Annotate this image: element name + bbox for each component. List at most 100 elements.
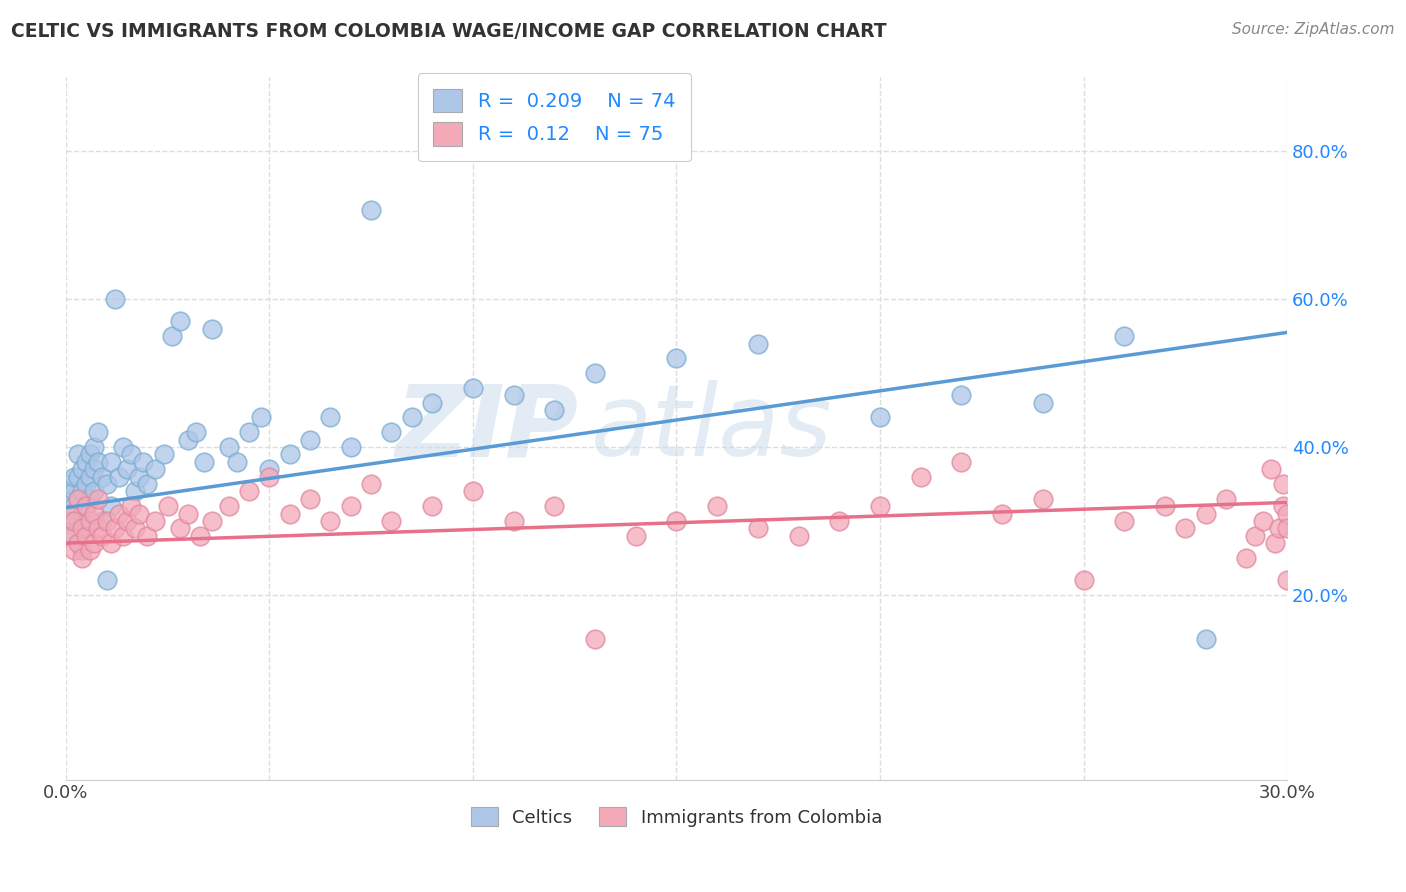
Point [420, 395, 443, 409]
Point [706, 499, 728, 513]
Point [63, 484, 86, 499]
Point [96, 514, 118, 528]
Point [278, 447, 301, 461]
Point [120, 447, 142, 461]
Point [59, 477, 82, 491]
Point [63, 514, 86, 528]
Point [70, 462, 93, 476]
Point [59, 514, 82, 528]
Point [250, 410, 273, 425]
Point [70, 507, 93, 521]
Point [66, 447, 89, 461]
Point [218, 440, 240, 454]
Point [100, 536, 122, 550]
Point [63, 543, 86, 558]
Point [225, 455, 247, 469]
Point [75, 499, 97, 513]
Point [665, 351, 688, 366]
Point [79, 469, 101, 483]
Point [299, 491, 322, 506]
Point [665, 514, 688, 528]
Point [461, 381, 484, 395]
Point [79, 491, 101, 506]
Point [96, 477, 118, 491]
Point [96, 573, 118, 587]
Point [193, 455, 215, 469]
Point [66, 514, 89, 528]
Point [128, 507, 150, 521]
Point [360, 477, 382, 491]
Point [401, 410, 423, 425]
Point [1195, 632, 1218, 647]
Point [156, 499, 179, 513]
Point [70, 543, 93, 558]
Point [107, 507, 129, 521]
Point [91, 469, 114, 483]
Point [950, 455, 973, 469]
Point [177, 433, 200, 447]
Point [145, 514, 167, 528]
Point [111, 529, 134, 543]
Point [188, 529, 211, 543]
Point [461, 484, 484, 499]
Point [828, 514, 851, 528]
Point [502, 514, 524, 528]
Point [120, 499, 142, 513]
Point [1073, 573, 1095, 587]
Point [70, 550, 93, 565]
Point [83, 536, 105, 550]
Point [1272, 477, 1295, 491]
Point [63, 529, 86, 543]
Point [1275, 573, 1298, 587]
Point [87, 521, 110, 535]
Point [107, 469, 129, 483]
Point [91, 514, 114, 528]
Point [1272, 499, 1295, 513]
Point [259, 462, 281, 476]
Point [75, 455, 97, 469]
Point [100, 455, 122, 469]
Point [136, 477, 159, 491]
Point [238, 484, 260, 499]
Point [115, 462, 138, 476]
Point [380, 514, 402, 528]
Point [66, 469, 89, 483]
Point [218, 499, 240, 513]
Point [70, 484, 93, 499]
Point [124, 521, 146, 535]
Point [160, 329, 183, 343]
Point [583, 366, 606, 380]
Point [1260, 462, 1282, 476]
Point [145, 462, 167, 476]
Point [747, 521, 769, 535]
Point [104, 292, 127, 306]
Point [991, 507, 1014, 521]
Point [83, 440, 105, 454]
Legend: Celtics, Immigrants from Colombia: Celtics, Immigrants from Colombia [464, 800, 890, 834]
Text: CELTIC VS IMMIGRANTS FROM COLOMBIA WAGE/INCOME GAP CORRELATION CHART: CELTIC VS IMMIGRANTS FROM COLOMBIA WAGE/… [11, 22, 887, 41]
Point [177, 507, 200, 521]
Point [502, 388, 524, 402]
Point [66, 491, 89, 506]
Point [59, 491, 82, 506]
Point [63, 469, 86, 483]
Point [184, 425, 207, 440]
Point [1264, 536, 1286, 550]
Point [75, 529, 97, 543]
Point [87, 491, 110, 506]
Point [128, 469, 150, 483]
Point [136, 529, 159, 543]
Point [75, 521, 97, 535]
Point [1251, 514, 1274, 528]
Point [169, 314, 191, 328]
Point [104, 521, 127, 535]
Point [83, 462, 105, 476]
Point [83, 507, 105, 521]
Point [91, 529, 114, 543]
Point [201, 322, 224, 336]
Point [238, 425, 260, 440]
Point [787, 529, 810, 543]
Text: atlas: atlas [591, 380, 832, 477]
Point [66, 536, 89, 550]
Point [339, 499, 361, 513]
